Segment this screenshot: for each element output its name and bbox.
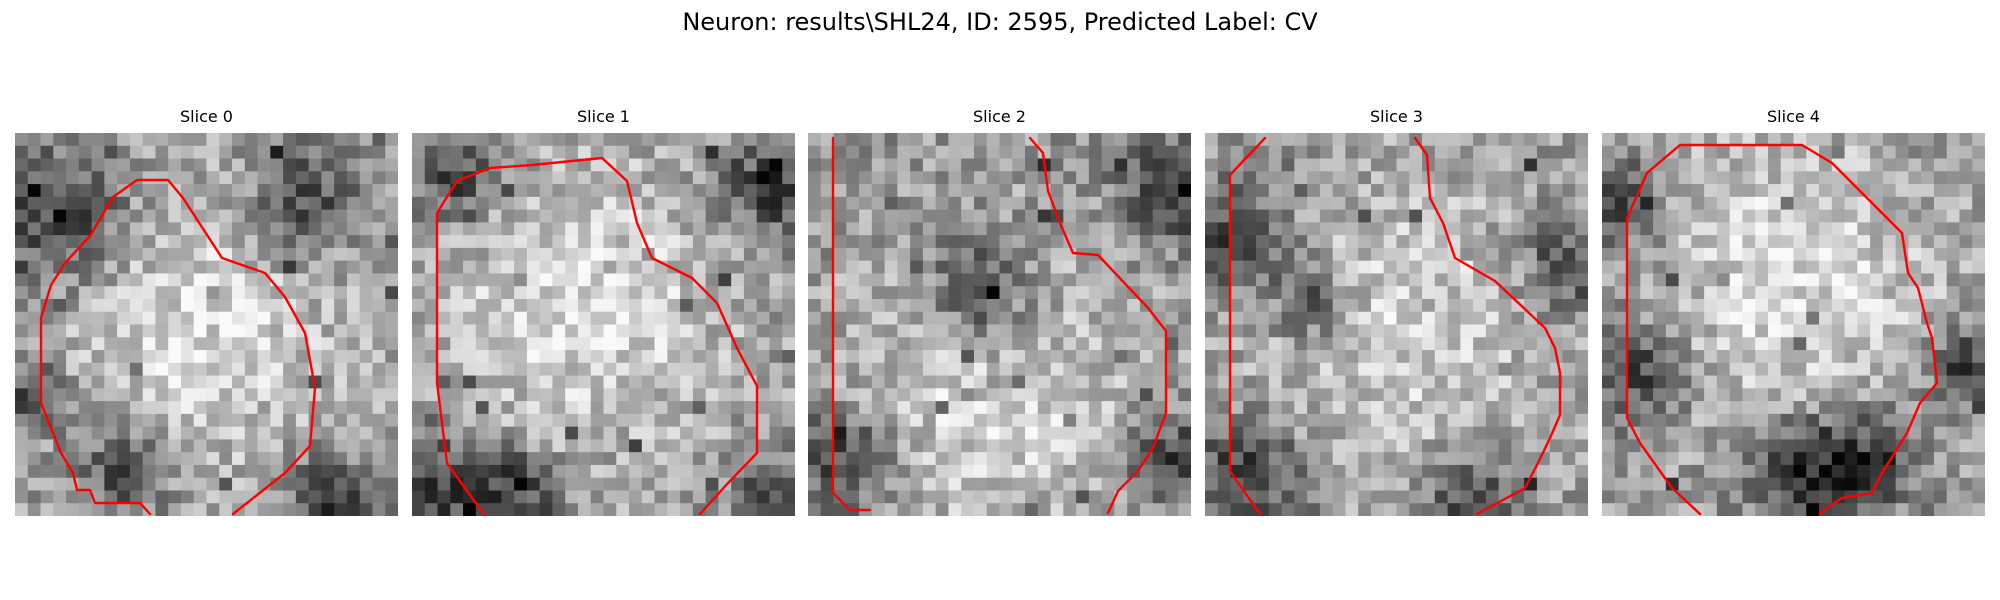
slice-title: Slice 0 (180, 107, 233, 126)
cell-contour (39, 178, 317, 516)
slice-panel-0: Slice 0 (15, 107, 398, 516)
slice-title: Slice 4 (1767, 107, 1820, 126)
slice-image (1602, 133, 1985, 516)
slice-title: Slice 3 (1370, 107, 1423, 126)
cell-contour (1228, 136, 1267, 516)
slice-panel-4: Slice 4 (1602, 107, 1985, 516)
cell-contour (831, 136, 872, 512)
cell-contour (1028, 136, 1168, 515)
slice-image (412, 133, 795, 516)
cell-contour (435, 156, 759, 516)
slice-panel-2: Slice 2 (808, 107, 1191, 516)
cell-contour (1625, 143, 1939, 516)
slice-image (1205, 133, 1588, 516)
slice-panel-3: Slice 3 (1205, 107, 1588, 516)
slice-image (15, 133, 398, 516)
figure-title: Neuron: results\SHL24, ID: 2595, Predict… (682, 8, 1318, 36)
slice-title: Slice 1 (577, 107, 630, 126)
slice-image (808, 133, 1191, 516)
slice-title: Slice 2 (973, 107, 1026, 126)
slice-panel-1: Slice 1 (412, 107, 795, 516)
cell-contour (1413, 136, 1562, 516)
